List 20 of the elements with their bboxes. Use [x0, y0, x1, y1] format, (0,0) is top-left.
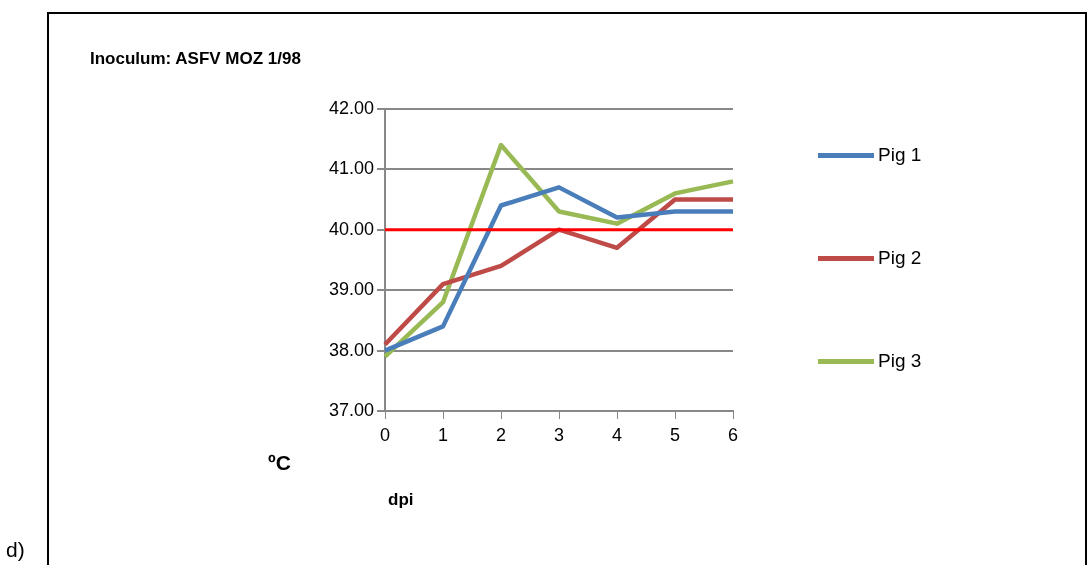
- legend-label: Pig 3: [878, 350, 922, 372]
- y-tick-label: 37.00: [328, 399, 374, 420]
- text: d): [6, 538, 25, 562]
- x-tick-label: 4: [611, 424, 623, 445]
- x-axis-title: dpi: [388, 490, 414, 510]
- y-axis-title: ºC: [268, 451, 291, 475]
- x-tick-label: 6: [727, 424, 739, 445]
- x-tick-label: 2: [495, 424, 507, 445]
- x-tick-label: 3: [553, 424, 565, 445]
- x-tick-label: 5: [669, 424, 681, 445]
- y-tick-label: 40.00: [328, 218, 374, 239]
- legend-label: Pig 2: [878, 247, 922, 269]
- legend-label: Pig 1: [878, 144, 922, 166]
- text: Inoculum: ASFV MOZ 1/98: [90, 49, 301, 69]
- y-tick-label: 42.00: [328, 97, 374, 118]
- x-tick-label: 1: [437, 424, 449, 445]
- x-tick-label: 0: [379, 424, 391, 445]
- y-tick-label: 39.00: [328, 279, 374, 300]
- y-tick-label: 38.00: [328, 339, 374, 360]
- y-tick-label: 41.00: [328, 158, 374, 179]
